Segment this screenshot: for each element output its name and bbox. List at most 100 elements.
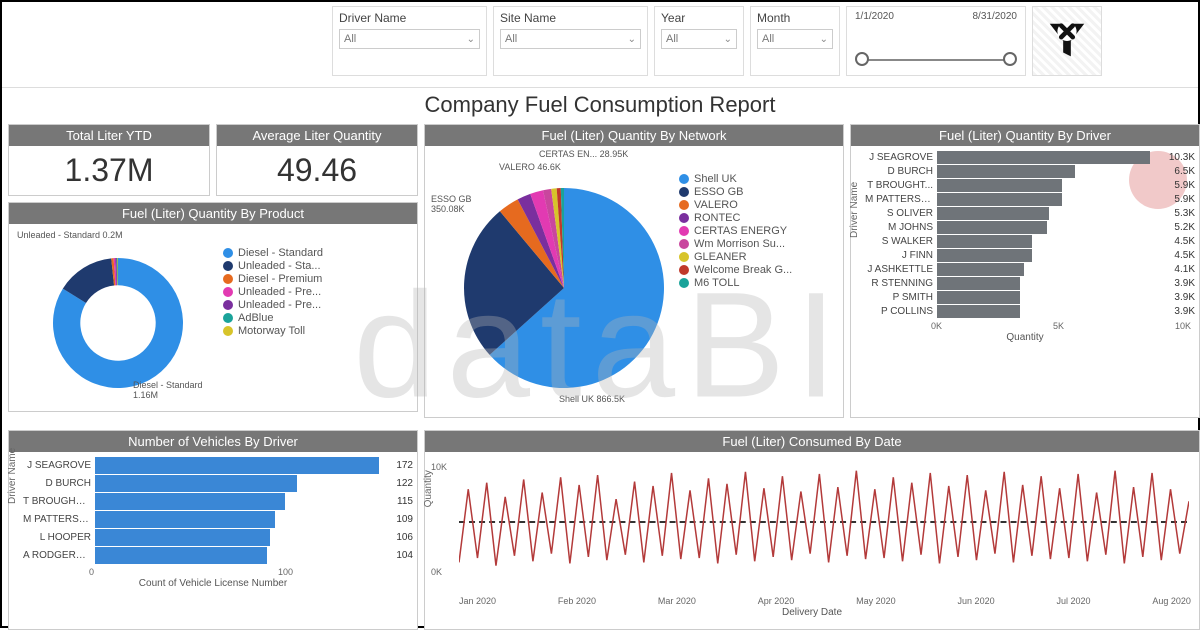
swatch-icon (223, 300, 233, 310)
bar-value: 4.5K (1174, 250, 1195, 261)
bar-row[interactable]: T BROUGHT... 5.9K (865, 179, 1195, 192)
swatch-icon (223, 248, 233, 258)
panel-by-network-header: Fuel (Liter) Quantity By Network (425, 125, 843, 146)
bar-row[interactable]: P COLLINS 3.9K (865, 305, 1195, 318)
pie-chart-network[interactable] (429, 150, 679, 405)
bar-row[interactable]: L HOOPER 106 (23, 529, 413, 546)
swatch-icon (679, 200, 689, 210)
legend-item[interactable]: Unleaded - Sta... (223, 260, 413, 272)
bar-value: 3.9K (1174, 292, 1195, 303)
legend-item[interactable]: VALERO (679, 199, 839, 211)
slider-thumb-end[interactable] (1003, 52, 1017, 66)
bar-fill (937, 277, 1020, 290)
filter-year-select[interactable]: All ⌄ (661, 29, 737, 49)
filter-driver-value: All (344, 33, 356, 45)
date-to: 8/31/2020 (973, 11, 1018, 22)
legend-item[interactable]: AdBlue (223, 312, 413, 324)
legend-item[interactable]: RONTEC (679, 212, 839, 224)
left-column: Total Liter YTD 1.37M Average Liter Quan… (8, 124, 418, 418)
legend-product: Diesel - StandardUnleaded - Sta...Diesel… (223, 228, 413, 402)
filter-month-value: All (762, 33, 774, 45)
bar-row[interactable]: M PATTERSON 109 (23, 511, 413, 528)
legend-label: ESSO GB (694, 186, 744, 198)
clear-filter-button[interactable] (1032, 6, 1102, 76)
ytick-10k: 10K (431, 462, 447, 517)
tick: 10K (1175, 321, 1191, 331)
legend-label: Unleaded - Pre... (238, 299, 321, 311)
swatch-icon (679, 265, 689, 275)
bar-fill (937, 165, 1075, 178)
bar-label: P SMITH (865, 292, 937, 303)
panel-by-date-header: Fuel (Liter) Consumed By Date (425, 431, 1199, 452)
legend-label: M6 TOLL (694, 277, 739, 289)
legend-item[interactable]: Diesel - Premium (223, 273, 413, 285)
filter-month-select[interactable]: All ⌄ (757, 29, 833, 49)
legend-item[interactable]: Shell UK (679, 173, 839, 185)
date-from: 1/1/2020 (855, 11, 894, 22)
legend-item[interactable]: Unleaded - Pre... (223, 299, 413, 311)
filter-date-range[interactable]: 1/1/2020 8/31/2020 (846, 6, 1026, 76)
bar-row[interactable]: J FINN 4.5K (865, 249, 1195, 262)
legend-item[interactable]: Diesel - Standard (223, 247, 413, 259)
legend-item[interactable]: GLEANER (679, 251, 839, 263)
donut-chart-product[interactable] (13, 228, 223, 403)
callout-unleaded: Unleaded - Standard 0.2M (17, 230, 127, 240)
swatch-icon (679, 278, 689, 288)
filter-year-label: Year (661, 11, 737, 25)
filter-driver-select[interactable]: All ⌄ (339, 29, 480, 49)
bar-row[interactable]: M PATTERSON 5.9K (865, 193, 1195, 206)
bar-row[interactable]: M JOHNS 5.2K (865, 221, 1195, 234)
swatch-icon (679, 252, 689, 262)
bar-label: D BURCH (865, 166, 937, 177)
bar-row[interactable]: J SEAGROVE 172 (23, 457, 413, 474)
line-chart-date[interactable] (459, 462, 1189, 582)
bar-row[interactable]: R STENNING 3.9K (865, 277, 1195, 290)
bar-label: A RODGERSON (23, 550, 95, 561)
bar-row[interactable]: A RODGERSON 104 (23, 547, 413, 564)
bar-row[interactable]: P SMITH 3.9K (865, 291, 1195, 304)
filter-site-select[interactable]: All ⌄ (500, 29, 641, 49)
legend-item[interactable]: Wm Morrison Su... (679, 238, 839, 250)
bar-label: S OLIVER (865, 208, 937, 219)
swatch-icon (679, 213, 689, 223)
legend-item[interactable]: Motorway Toll (223, 325, 413, 337)
bar-value: 106 (396, 532, 413, 543)
bar-fill (937, 151, 1150, 164)
line-series[interactable] (459, 471, 1189, 566)
legend-item[interactable]: Welcome Break G... (679, 264, 839, 276)
swatch-icon (223, 313, 233, 323)
bar-label: D BURCH (23, 478, 95, 489)
bar-row[interactable]: T BROUGHTON 115 (23, 493, 413, 510)
legend-label: Unleaded - Pre... (238, 286, 321, 298)
slider-thumb-start[interactable] (855, 52, 869, 66)
bars-vehicles: J SEAGROVE 172D BURCH 122T BROUGHTON 115… (23, 457, 413, 564)
tick: 0 (89, 567, 94, 577)
date-slider[interactable] (861, 59, 1011, 61)
bar-fill (937, 193, 1062, 206)
panel-by-product: Fuel (Liter) Quantity By Product Unleade… (8, 202, 418, 412)
filter-year: Year All ⌄ (654, 6, 744, 76)
bar-fill (937, 179, 1062, 192)
bar-row[interactable]: D BURCH 6.5K (865, 165, 1195, 178)
bar-row[interactable]: D BURCH 122 (23, 475, 413, 492)
panel-by-driver: Fuel (Liter) Quantity By Driver Driver N… (850, 124, 1200, 418)
swatch-icon (223, 274, 233, 284)
bar-fill (937, 263, 1024, 276)
filter-site: Site Name All ⌄ (493, 6, 648, 76)
bar-label: T BROUGHT... (865, 180, 937, 191)
bar-value: 10.3K (1169, 152, 1195, 163)
bar-fill (937, 291, 1020, 304)
bar-row[interactable]: S OLIVER 5.3K (865, 207, 1195, 220)
bar-row[interactable]: J SEAGROVE 10.3K (865, 151, 1195, 164)
bar-row[interactable]: S WALKER 4.5K (865, 235, 1195, 248)
legend-item[interactable]: Unleaded - Pre... (223, 286, 413, 298)
bar-row[interactable]: J ASHKETTLE 4.1K (865, 263, 1195, 276)
legend-item[interactable]: ESSO GB (679, 186, 839, 198)
bar-label: M PATTERSON (23, 514, 95, 525)
bar-label: M JOHNS (865, 222, 937, 233)
legend-item[interactable]: CERTAS ENERGY (679, 225, 839, 237)
bar-fill (95, 475, 297, 492)
legend-item[interactable]: M6 TOLL (679, 277, 839, 289)
chevron-down-icon: ⌄ (820, 34, 828, 45)
panel-vehicles-header: Number of Vehicles By Driver (9, 431, 417, 452)
